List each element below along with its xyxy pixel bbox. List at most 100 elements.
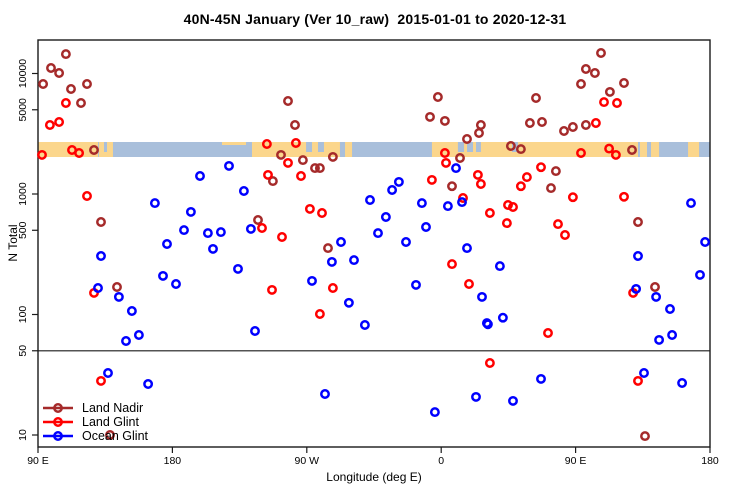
map-band-sea-notch [457, 142, 465, 152]
series-land-glint [37, 97, 643, 386]
map-band-land [651, 142, 660, 157]
data-point [508, 202, 518, 212]
data-point [411, 279, 421, 290]
data-point [359, 320, 370, 330]
data-point [619, 191, 629, 202]
data-point [553, 219, 563, 230]
data-point [508, 395, 518, 406]
data-point [393, 176, 404, 187]
x-tick-label: 0 [438, 455, 444, 467]
data-point [89, 145, 99, 155]
legend-label: Land Nadir [82, 401, 144, 415]
data-point [283, 96, 293, 106]
data-point [314, 163, 325, 174]
data-point [633, 375, 643, 386]
data-point [185, 206, 196, 217]
map-band-land [345, 142, 353, 157]
legend-marker-land-nadir-icon [43, 403, 73, 413]
y-tick-label: 100 [17, 306, 29, 324]
data-point [297, 155, 308, 166]
data-point [537, 117, 547, 127]
data-point [441, 157, 451, 168]
data-point [576, 79, 586, 89]
data-point [224, 160, 234, 171]
data-point [320, 389, 330, 399]
data-point [208, 243, 218, 254]
data-point [550, 166, 561, 177]
legend-marker-ocean-glint-icon [43, 431, 73, 441]
data-point [604, 143, 615, 154]
legend-label: Ocean Glint [82, 429, 149, 443]
data-point [387, 185, 398, 195]
data-point [416, 198, 427, 209]
data-point [257, 223, 267, 233]
data-point [686, 198, 696, 209]
data-point [612, 98, 622, 108]
data-point [426, 174, 437, 185]
data-point [276, 149, 286, 160]
data-point [103, 368, 113, 378]
data-point [576, 148, 586, 158]
data-point [515, 144, 526, 155]
data-point [497, 312, 508, 323]
x-tick-label: 180 [164, 455, 182, 467]
map-band-land [639, 142, 647, 157]
data-point [484, 358, 495, 368]
data-point [238, 186, 249, 196]
data-point [96, 375, 106, 386]
data-point [149, 198, 160, 209]
data-point [650, 282, 660, 292]
data-point [524, 118, 535, 128]
data-point [326, 256, 337, 267]
data-point [695, 269, 705, 280]
data-point [46, 63, 56, 73]
data-point [439, 115, 450, 126]
data-point [113, 291, 124, 302]
data-point [429, 407, 440, 418]
data-point [290, 138, 301, 148]
data-point [639, 368, 649, 378]
data-point [475, 120, 486, 130]
data-point [233, 263, 243, 274]
data-point [484, 208, 495, 218]
data-point [121, 336, 131, 346]
data-point [590, 118, 601, 128]
data-point [654, 334, 665, 345]
data-point [560, 230, 570, 240]
data-point [327, 151, 338, 162]
plot-box [37, 39, 711, 448]
data-point [365, 195, 375, 205]
data-point [464, 279, 474, 289]
map-band-sea-notch [467, 142, 474, 152]
data-point [501, 218, 512, 229]
data-point [133, 330, 144, 340]
data-point [421, 222, 431, 232]
legend-item-land-glint: Land Glint [42, 415, 148, 429]
x-tick-label: 90 W [295, 455, 320, 467]
data-point [60, 98, 71, 108]
data-point [336, 237, 346, 247]
legend-item-land-nadir: Land Nadir [42, 401, 148, 415]
data-point [304, 203, 315, 214]
y-tick-label: 50 [17, 345, 29, 357]
data-point [327, 283, 338, 293]
data-point [314, 309, 325, 319]
data-point [482, 319, 493, 330]
x-tick-label: 90 E [565, 455, 587, 467]
data-point [559, 126, 569, 136]
data-point [261, 139, 272, 149]
series-land-nadir [38, 48, 660, 442]
y-tick-label: 500 [17, 221, 29, 239]
data-point [494, 261, 505, 272]
map-band-sea-notch [306, 142, 313, 152]
data-point [82, 79, 92, 89]
data-point [290, 120, 300, 130]
data-point [447, 259, 457, 270]
data-point [567, 122, 578, 132]
data-point [126, 306, 137, 316]
data-point [112, 282, 122, 292]
data-point [74, 148, 85, 158]
data-point [477, 291, 487, 302]
data-point [455, 153, 465, 163]
